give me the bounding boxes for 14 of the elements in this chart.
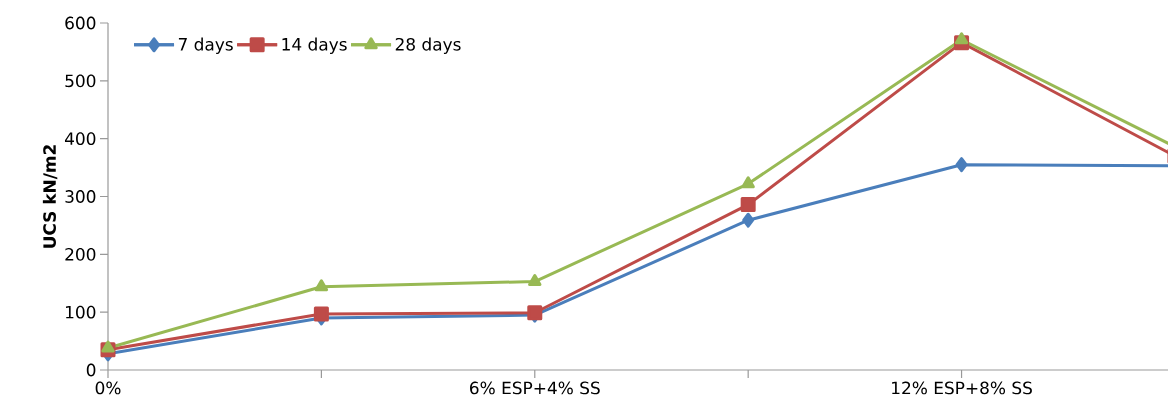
x-tick-label: 12% ESP+8% SS — [892, 381, 1032, 395]
y-tick-label: 300 — [65, 190, 96, 203]
legend-label: 28 days — [395, 37, 461, 54]
y-axis-title: UCS kN/m2 — [42, 145, 58, 248]
legend-label: 14 days — [282, 37, 347, 54]
x-tick-label: 0% — [95, 381, 121, 395]
y-tick-label: 500 — [65, 74, 96, 88]
y-tick-label: 0 — [86, 363, 96, 377]
y-tick-label: 200 — [65, 247, 96, 261]
y-tick-label: 100 — [66, 305, 96, 319]
legend-label: 7 days — [178, 37, 233, 54]
y-tick-label: 400 — [64, 132, 96, 146]
y-tick-label: 600 — [65, 16, 96, 30]
x-tick-label: 6% ESP+4% SS — [470, 381, 600, 395]
